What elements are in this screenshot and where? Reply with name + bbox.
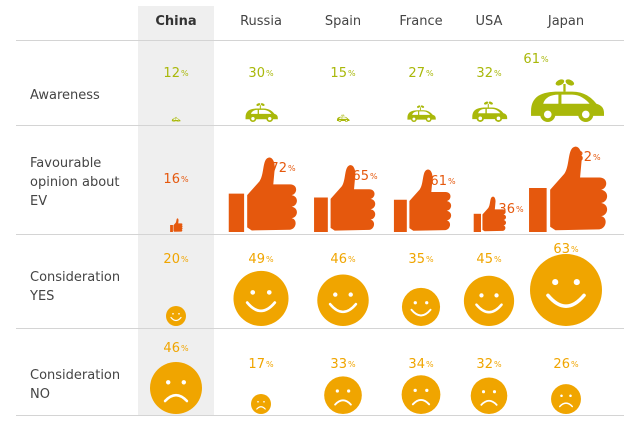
divider <box>16 234 624 235</box>
value-label: 46% <box>163 341 189 356</box>
country-header: USA <box>475 14 503 29</box>
value-label: 20% <box>163 252 189 267</box>
smiley-face-icon <box>463 275 515 326</box>
value-label: 17% <box>248 357 274 372</box>
sad-face-icon <box>251 394 271 414</box>
value-label: 33% <box>330 357 356 372</box>
row-label-line: Favourable <box>30 156 102 171</box>
thumbs-up-icon <box>170 218 183 232</box>
row-label-line: Consideration <box>30 368 121 383</box>
value-label: 30% <box>248 66 274 81</box>
smiley-face-icon <box>166 306 186 326</box>
value-label: 61% <box>523 52 549 67</box>
country-header: France <box>399 14 443 29</box>
divider <box>16 415 624 416</box>
car-icon <box>336 114 350 122</box>
car-icon <box>245 103 278 122</box>
row-label-line: NO <box>30 387 50 402</box>
smiley-face-icon <box>530 254 602 326</box>
divider <box>16 125 624 126</box>
sad-face-icon <box>470 377 508 415</box>
row-label-line: Consideration <box>30 270 121 285</box>
value-label: 61% <box>430 173 456 189</box>
car-icon <box>472 101 508 122</box>
row-label-line: EV <box>30 194 48 209</box>
car-icon <box>171 116 181 122</box>
value-label: 32% <box>476 357 502 372</box>
value-label: 26% <box>553 357 579 372</box>
row-label-line: YES <box>30 289 55 304</box>
highlight-column-china <box>138 6 214 416</box>
value-label: 65% <box>352 169 378 185</box>
row-label-consideration-yes: Consideration YES <box>30 268 120 306</box>
smiley-face-icon <box>233 270 289 326</box>
value-label: 35% <box>408 252 434 267</box>
value-label: 46% <box>330 252 356 267</box>
sad-face-icon <box>401 375 441 414</box>
car-icon <box>407 105 436 122</box>
row-label-favourable: Favourable opinion about EV <box>30 154 120 211</box>
value-label: 27% <box>408 66 434 81</box>
value-label: 32% <box>476 66 502 81</box>
row-label-line: Awareness <box>30 88 100 103</box>
country-header: China <box>155 14 197 29</box>
value-label: 49% <box>248 252 274 267</box>
country-header: Russia <box>240 14 282 29</box>
thumbs-up-icon <box>228 157 297 232</box>
value-label: 63% <box>553 242 579 257</box>
value-label: 12% <box>163 66 189 81</box>
smiley-face-icon <box>317 274 369 327</box>
divider <box>16 40 624 41</box>
country-header: Japan <box>547 14 585 29</box>
value-label: 45% <box>476 252 502 267</box>
row-label-consideration-no: Consideration NO <box>30 366 120 404</box>
smiley-face-icon <box>401 287 441 326</box>
thumbs-up-icon <box>529 146 608 232</box>
sad-face-icon <box>551 384 581 414</box>
sad-face-icon <box>324 376 362 415</box>
value-label: 36% <box>498 201 524 217</box>
car-icon <box>531 79 604 122</box>
sad-face-icon <box>150 362 202 414</box>
country-header: Spain <box>324 14 362 29</box>
thumbs-up-icon <box>473 196 507 232</box>
thumbs-up-icon <box>314 165 376 232</box>
value-label: 72% <box>270 161 296 177</box>
value-label: 15% <box>330 66 356 81</box>
value-label: 16% <box>163 172 189 187</box>
divider <box>16 328 624 329</box>
row-label-line: opinion about <box>30 175 120 190</box>
value-label: 82% <box>575 150 601 165</box>
value-label: 34% <box>408 357 434 372</box>
row-label-awareness: Awareness <box>30 86 100 105</box>
thumbs-up-icon <box>393 169 452 233</box>
